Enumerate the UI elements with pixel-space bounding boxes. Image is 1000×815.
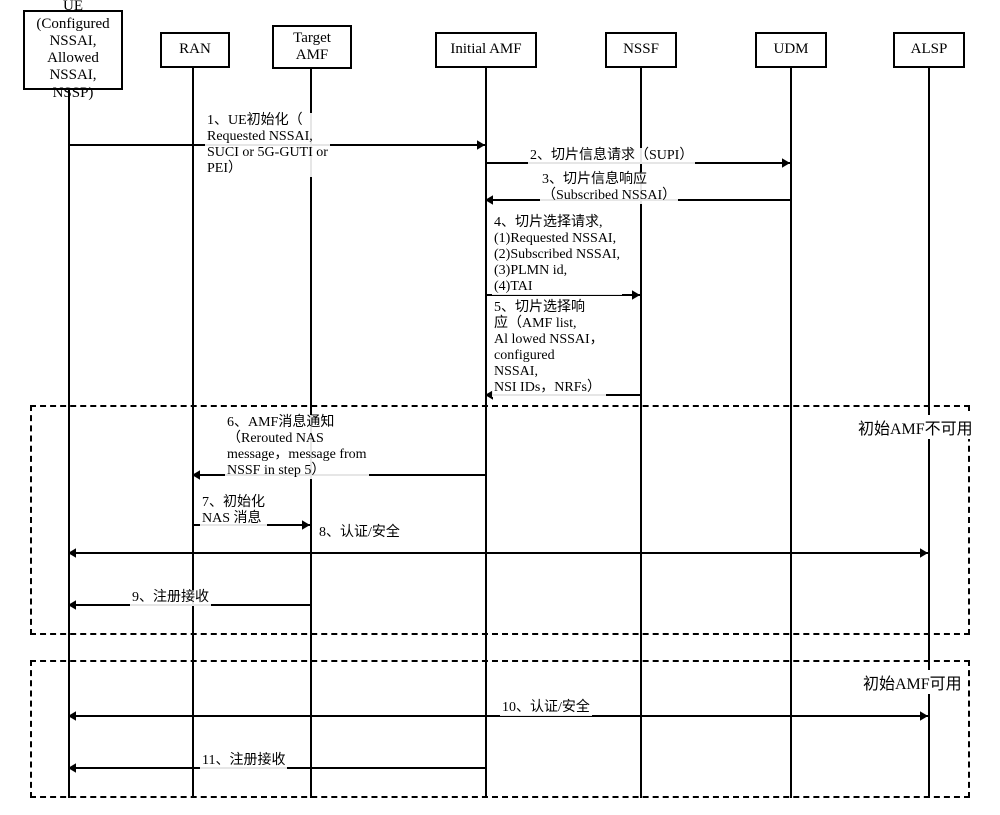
actor-alsp: ALSP — [893, 32, 965, 68]
region-r2 — [30, 660, 970, 798]
actor-tamf: TargetAMF — [272, 25, 352, 69]
msg-8-label: 8、认证/安全 — [317, 525, 402, 541]
msg-10-label: 10、认证/安全 — [500, 700, 592, 716]
msg-1-label: 1、UE初始化（ Requested NSSAI, SUCI or 5G-GUT… — [205, 113, 330, 177]
msg-11-label: 11、注册接收 — [200, 753, 287, 769]
msg-9-label: 9、注册接收 — [130, 590, 211, 606]
msg-4-label: 4、切片选择请求, (1)Requested NSSAI, (2)Subscri… — [492, 215, 622, 295]
actor-nssf: NSSF — [605, 32, 677, 68]
region-label-r2: 初始AMF可用 — [860, 670, 965, 694]
msg-7-label: 7、初始化 NAS 消息 — [200, 495, 267, 527]
actor-ran: RAN — [160, 32, 230, 68]
actor-ue: UE(ConfiguredNSSAI,AllowedNSSAI, NSSP) — [23, 10, 123, 90]
msg-3-label: 3、切片信息响应 （Subscribed NSSAI） — [540, 172, 678, 204]
msg-6-label: 6、AMF消息通知 （Rerouted NAS message，message … — [225, 415, 369, 479]
actor-iamf: Initial AMF — [435, 32, 537, 68]
msg-5-label: 5、切片选择响 应（AMF list, Al lowed NSSAI， conf… — [492, 300, 606, 397]
actor-udm: UDM — [755, 32, 827, 68]
region-label-r1: 初始AMF不可用 — [855, 415, 976, 439]
msg-2-label: 2、切片信息请求（SUPI） — [528, 148, 695, 164]
